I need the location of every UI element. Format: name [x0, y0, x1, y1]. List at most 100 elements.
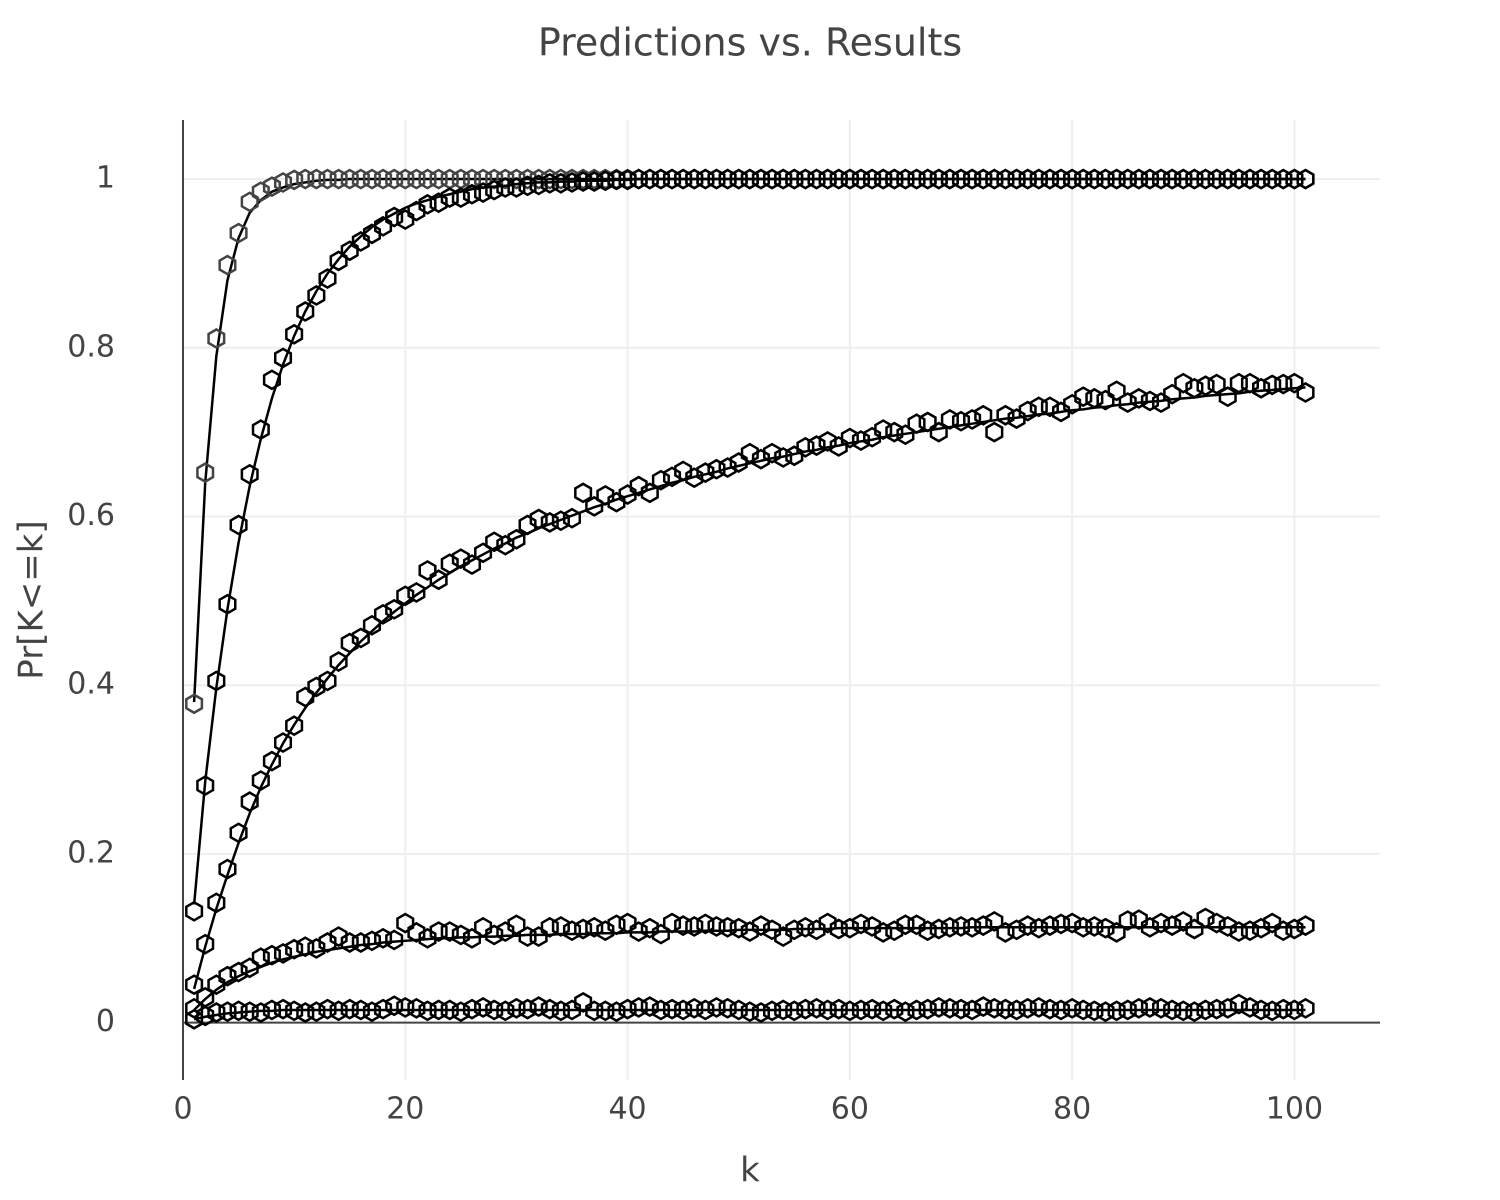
data-point — [340, 240, 359, 262]
data-point — [496, 168, 515, 190]
data-point — [340, 998, 359, 1020]
data-point — [1185, 377, 1204, 399]
data-point — [518, 926, 537, 948]
data-point — [1118, 999, 1137, 1021]
x-tick-label: 40 — [608, 1092, 646, 1127]
data-point — [1074, 916, 1093, 938]
data-point — [262, 176, 281, 198]
grid — [182, 120, 1380, 1080]
data-point — [596, 1000, 615, 1022]
data-point — [1252, 999, 1271, 1021]
data-point — [351, 932, 370, 953]
data-point — [507, 177, 526, 198]
data-point — [818, 168, 837, 190]
data-point — [240, 1001, 259, 1023]
data-point — [1163, 999, 1182, 1021]
data-point — [218, 1001, 237, 1023]
data-point — [707, 168, 726, 190]
data-point — [551, 510, 570, 532]
data-point — [996, 168, 1015, 190]
data-point — [185, 693, 204, 715]
data-point — [296, 168, 315, 190]
data-point — [1074, 999, 1093, 1021]
data-point — [518, 168, 537, 190]
data-point — [818, 430, 837, 452]
data-point — [874, 921, 893, 943]
data-point — [1252, 917, 1271, 939]
data-point — [429, 569, 448, 591]
data-point — [251, 770, 270, 791]
y-tick-label: 0.4 — [67, 667, 115, 702]
data-point — [1196, 907, 1215, 929]
data-point — [718, 457, 737, 479]
data-point — [974, 915, 993, 937]
data-point — [529, 926, 548, 948]
data-point — [618, 998, 637, 1020]
data-point — [1018, 400, 1037, 422]
x-tick-label: 60 — [831, 1092, 869, 1127]
data-point — [662, 466, 682, 488]
data-point — [607, 1001, 626, 1023]
data-point — [240, 957, 259, 979]
data-point — [574, 991, 593, 1013]
data-point — [918, 168, 937, 190]
data-point — [1018, 997, 1037, 1019]
data-point — [340, 632, 359, 654]
data-point — [1263, 168, 1282, 190]
data-point — [218, 593, 237, 615]
data-point — [1252, 168, 1271, 190]
data-point — [540, 916, 559, 938]
data-point — [807, 435, 826, 457]
data-point — [396, 168, 415, 190]
data-point — [351, 231, 370, 252]
data-point — [1240, 920, 1260, 942]
data-point — [1296, 997, 1315, 1019]
data-point — [229, 822, 248, 844]
data-point — [696, 462, 715, 484]
data-point — [518, 175, 537, 197]
data-point — [1240, 372, 1260, 394]
data-point — [851, 999, 871, 1021]
data-point — [1107, 1000, 1126, 1022]
data-point — [907, 168, 926, 190]
data-point — [1296, 915, 1315, 937]
data-point — [718, 168, 737, 190]
data-point — [1285, 168, 1304, 190]
data-point — [440, 187, 459, 209]
chart-title: Predictions vs. Results — [538, 21, 962, 65]
data-point — [1029, 396, 1048, 418]
data-point — [229, 1000, 248, 1022]
data-point — [1185, 168, 1204, 190]
data-point — [963, 916, 982, 938]
data-point — [1263, 374, 1282, 396]
data-point — [1196, 168, 1215, 190]
data-point — [585, 171, 604, 193]
data-point — [207, 670, 226, 692]
data-point — [1274, 998, 1293, 1020]
data-point — [396, 585, 415, 607]
data-point — [351, 168, 370, 190]
data-point — [763, 442, 782, 464]
data-point — [285, 715, 304, 737]
data-point — [285, 169, 304, 191]
data-point — [674, 168, 693, 190]
data-point — [796, 998, 815, 1020]
data-point — [273, 732, 293, 754]
data-point — [462, 998, 482, 1020]
data-point — [829, 918, 848, 940]
data-point — [329, 651, 348, 673]
data-point — [796, 436, 815, 458]
data-point — [751, 448, 770, 470]
data-point — [418, 1000, 437, 1022]
data-point — [951, 998, 971, 1020]
data-point — [874, 1000, 893, 1022]
data-point — [918, 411, 937, 433]
data-point — [1152, 392, 1171, 414]
data-point — [907, 914, 926, 936]
data-point — [207, 974, 226, 996]
data-point — [485, 179, 504, 201]
data-point — [218, 858, 237, 880]
data-point — [885, 168, 904, 190]
data-point — [1118, 392, 1137, 414]
